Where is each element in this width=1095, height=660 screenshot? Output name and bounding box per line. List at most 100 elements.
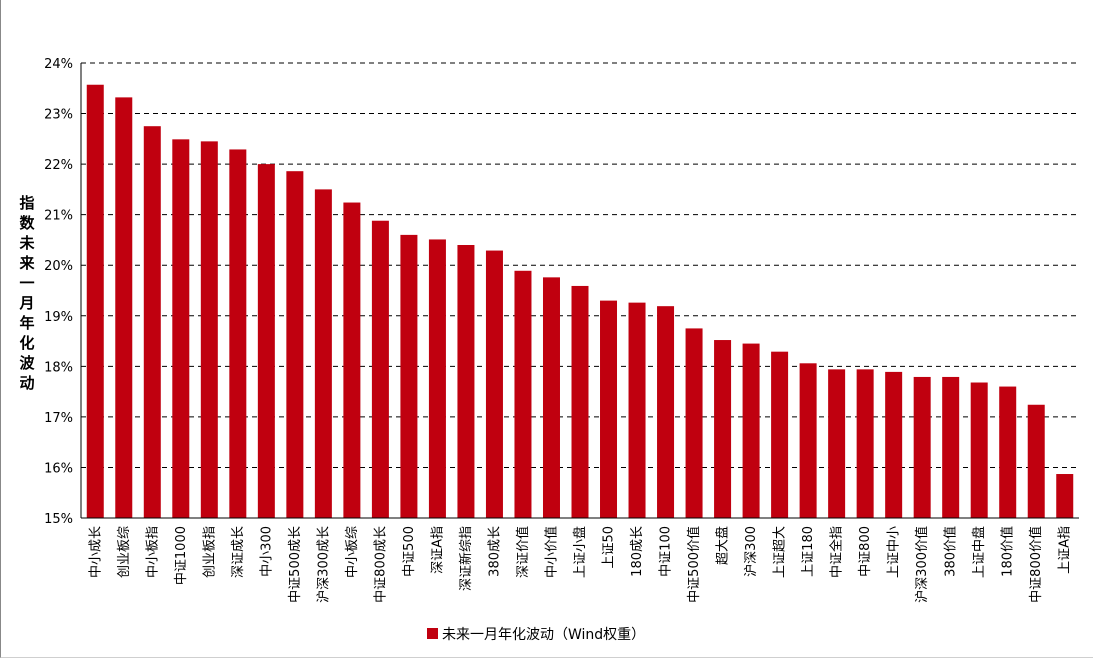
bar	[143, 126, 161, 518]
x-tick-label: 中证500价值	[686, 526, 702, 603]
bar	[685, 328, 703, 518]
y-tick-label: 16%	[44, 461, 73, 476]
x-tick-label: 中证100	[659, 526, 674, 577]
x-tick-label: 中小板综	[345, 526, 360, 578]
bar	[1027, 404, 1045, 518]
bar	[428, 239, 446, 518]
legend: 未来一月年化波动（Wind权重）	[427, 627, 645, 643]
x-tick-label: 创业板综	[117, 526, 132, 578]
y-tick-label: 19%	[44, 310, 73, 325]
gridlines	[81, 62, 1079, 468]
x-tick-label: 沪深300成长	[315, 526, 331, 603]
x-tick-label: 中证500成长	[288, 526, 303, 603]
bar	[400, 234, 418, 518]
bar	[799, 363, 817, 518]
y-axis-label-char: 一	[19, 274, 34, 292]
y-axis-label-char: 动	[19, 374, 34, 392]
y-axis-label-char: 来	[18, 254, 35, 272]
x-tick-label: 中证1000	[174, 526, 189, 585]
x-tick-label: 深证价值	[515, 526, 531, 578]
bar	[657, 306, 675, 518]
x-tick-label: 上证中小	[887, 526, 902, 578]
x-tick-label: 上证50	[602, 526, 617, 569]
y-tick-label: 23%	[44, 108, 73, 123]
x-tick-label: 180价值	[1000, 526, 1016, 577]
bar	[371, 220, 389, 518]
x-tick-label: 深证新综指	[458, 526, 474, 591]
x-tick-label: 创业板指	[202, 526, 217, 578]
bars	[86, 84, 1074, 519]
y-tick-label: 24%	[44, 57, 73, 72]
x-tick-label: 中证800	[858, 526, 873, 577]
bar	[885, 371, 903, 518]
bar	[200, 141, 218, 518]
bar	[856, 369, 874, 518]
y-tick-label: 21%	[44, 209, 73, 224]
x-tick-label: 中证800价值	[1028, 526, 1044, 603]
y-tick-labels: 15% 16% 17% 18% 19% 20% 21% 22% 23% 24%	[44, 57, 73, 527]
x-tick-label: 380成长	[487, 526, 502, 577]
bar	[600, 300, 618, 518]
bar	[514, 270, 532, 518]
bar	[628, 302, 646, 518]
x-tick-label: 中小板指	[145, 526, 160, 578]
bar	[913, 376, 931, 518]
x-tick-label: 上证小盘	[572, 526, 588, 578]
x-tick-label: 380价值	[943, 526, 959, 577]
x-tick-label: 中证800成长	[373, 526, 388, 603]
x-tick-label: 上证中盘	[971, 526, 987, 578]
bar	[86, 84, 104, 518]
y-axis-label-char: 化	[19, 334, 34, 352]
x-tick-label: 180成长	[630, 526, 645, 577]
bar	[485, 250, 503, 519]
bar	[172, 139, 190, 519]
bar	[999, 386, 1017, 518]
y-tick-label: 17%	[44, 411, 73, 426]
x-tick-label: 中小300	[259, 526, 274, 577]
bar	[343, 202, 361, 519]
y-axis-label-char: 数	[19, 214, 35, 232]
bar	[115, 97, 133, 518]
x-tick-label: 深证A指	[430, 526, 445, 574]
x-tick-label: 上证180	[801, 526, 816, 577]
y-tick-label: 18%	[44, 360, 73, 375]
bar	[771, 351, 789, 518]
legend-swatch	[427, 628, 438, 639]
bar	[229, 149, 247, 518]
x-tick-label: 中小价值	[543, 526, 559, 578]
x-tick-label: 沪深300	[743, 526, 759, 577]
bar	[257, 164, 275, 518]
bar	[942, 376, 960, 518]
bar	[571, 285, 589, 518]
y-tick-label: 22%	[44, 158, 73, 173]
bar	[742, 343, 760, 518]
bar	[1056, 474, 1074, 518]
x-tick-label: 超大盘	[715, 526, 731, 565]
y-tick-label: 20%	[44, 259, 73, 274]
y-axis-label-char: 未	[18, 234, 35, 252]
x-tick-labels: 中小成长 创业板综 中小板指 中证1000 创业板指 深证成长 中小300 中证500成长 沪深…	[88, 526, 1072, 603]
bar	[286, 171, 304, 518]
x-tick-label: 上证A指	[1058, 526, 1073, 574]
bar	[970, 382, 988, 518]
y-tick-label: 15%	[44, 512, 73, 527]
x-tick-label: 中证500	[402, 526, 417, 577]
x-tick-label: 中证全指	[829, 526, 845, 578]
bar	[714, 340, 732, 518]
x-tick-label: 中小成长	[88, 526, 103, 578]
legend-label: 未来一月年化波动（Wind权重）	[442, 627, 645, 643]
x-tick-label: 深证成长	[231, 526, 246, 578]
bar	[828, 369, 846, 518]
bar	[314, 189, 332, 518]
bar	[457, 245, 475, 518]
y-axis-label-char: 指	[19, 194, 34, 212]
y-axis-label-char: 年	[19, 314, 34, 332]
bar	[542, 277, 560, 518]
y-axis-label-char: 波	[19, 354, 35, 372]
x-tick-label: 上证超大	[773, 526, 788, 578]
y-axis-label-char: 月	[18, 294, 34, 312]
x-tick-label: 沪深300价值	[914, 526, 930, 603]
